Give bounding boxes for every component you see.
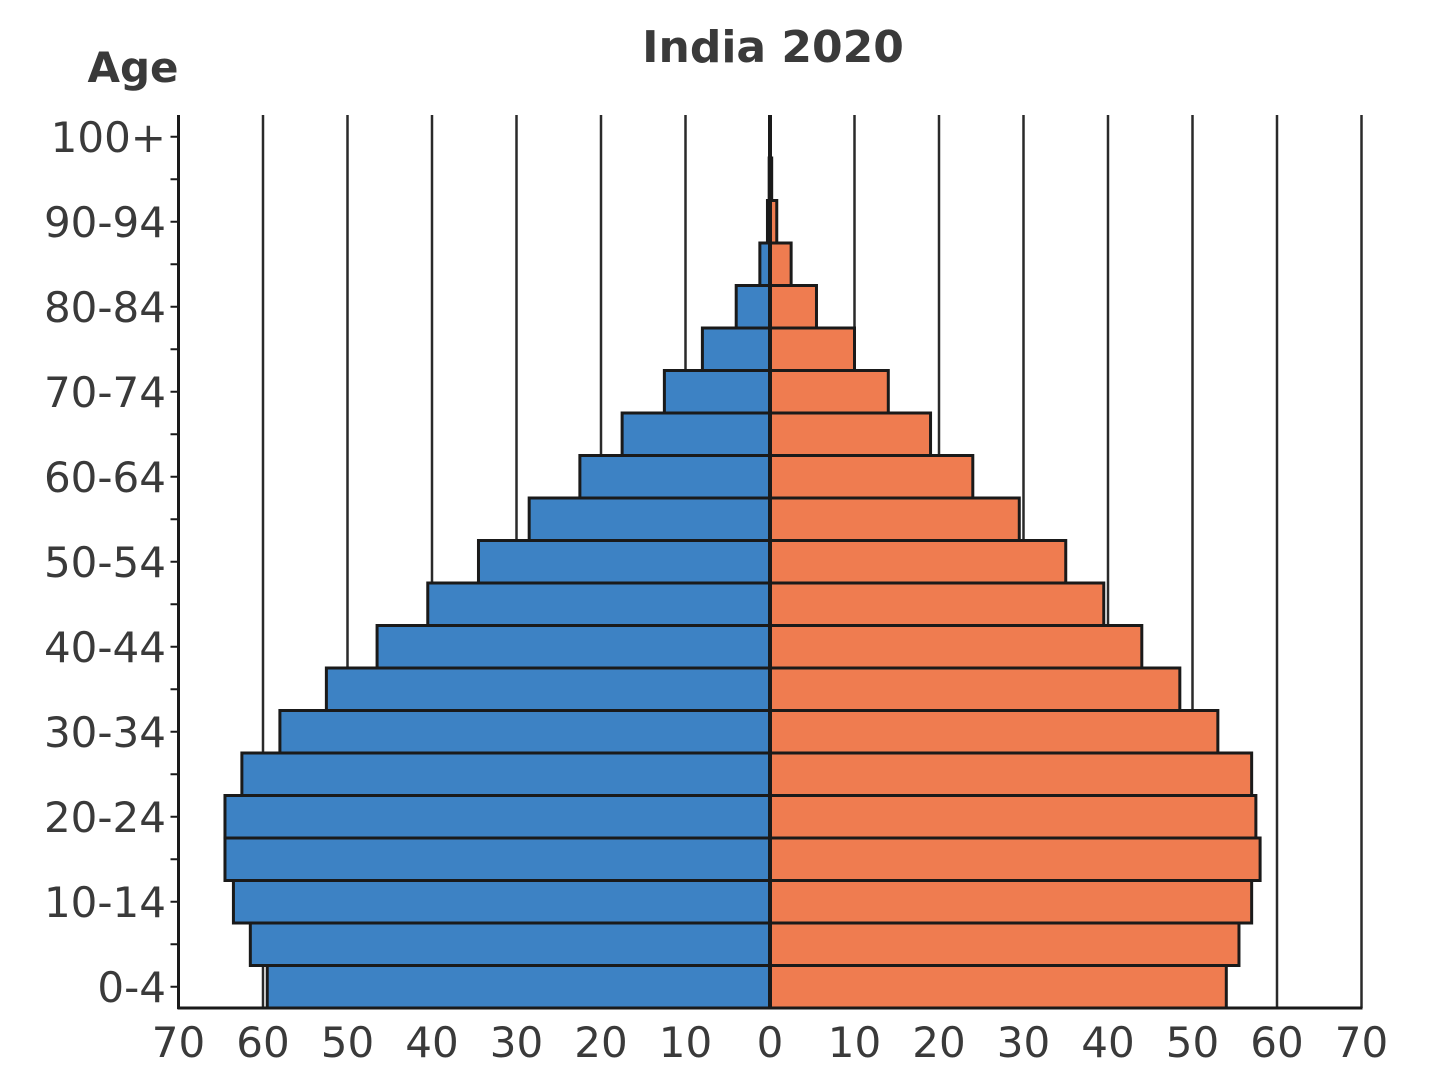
y-tick-label: 10-14	[44, 878, 166, 927]
bar-left-60-64	[578, 454, 772, 500]
x-tick-label: 20	[574, 1018, 627, 1067]
x-tick-label: 40	[405, 1018, 458, 1067]
bar-left-70-74	[662, 369, 772, 415]
y-tick-label: 90-94	[44, 198, 166, 247]
bar-right-0-4	[768, 964, 1228, 1010]
bar-right-20-24	[768, 794, 1258, 840]
bar-right-5-9	[768, 921, 1241, 967]
bar-left-55-59	[527, 496, 772, 542]
x-tick-label: 50	[321, 1018, 374, 1067]
bar-left-15-19	[223, 836, 772, 882]
x-tick-label: 50	[1166, 1018, 1219, 1067]
x-tick-label: 70	[1335, 1018, 1388, 1067]
bar-left-10-14	[231, 879, 772, 925]
x-tick-label: 60	[236, 1018, 289, 1067]
y-tick-label: 70-74	[44, 368, 166, 417]
bar-right-80-84	[768, 284, 818, 330]
y-tick-label: 0-4	[97, 963, 166, 1012]
bar-left-25-29	[240, 751, 772, 797]
bar-left-5-9	[248, 921, 772, 967]
x-tick-label: 40	[1081, 1018, 1134, 1067]
y-tick-label: 30-34	[44, 708, 166, 757]
x-tick-label: 10	[659, 1018, 712, 1067]
bar-right-75-79	[768, 326, 856, 372]
x-tick-label: 20	[912, 1018, 965, 1067]
bar-left-80-84	[734, 284, 772, 330]
x-tick-label: 10	[828, 1018, 881, 1067]
bar-right-30-34	[768, 709, 1220, 755]
bar-right-85-89	[768, 241, 793, 287]
bar-left-50-54	[476, 539, 772, 585]
bars	[223, 156, 1262, 1010]
bar-right-55-59	[768, 496, 1021, 542]
bar-left-65-69	[620, 411, 772, 457]
y-tick-label: 80-84	[44, 283, 166, 332]
bar-left-40-44	[375, 624, 772, 670]
bar-right-10-14	[768, 879, 1254, 925]
bar-right-25-29	[768, 751, 1254, 797]
x-tick-label: 30	[490, 1018, 543, 1067]
bar-left-45-49	[426, 581, 772, 627]
bar-right-70-74	[768, 369, 890, 415]
bar-left-0-4	[265, 964, 772, 1010]
y-tick-label: 40-44	[44, 623, 166, 672]
chart-title: India 2020	[642, 22, 904, 73]
bar-right-60-64	[768, 454, 975, 500]
x-tick-labels: 70 60 50 40 30 20 10 0 10 20 30 40 50 60 70	[152, 1018, 1388, 1067]
bar-right-40-44	[768, 624, 1144, 670]
y-tick-label: 20-24	[44, 793, 166, 842]
axes	[170, 115, 1363, 1010]
x-tick-label: 70	[152, 1018, 205, 1067]
bar-left-75-79	[700, 326, 772, 372]
bar-right-35-39	[768, 666, 1182, 712]
bar-left-30-34	[278, 709, 772, 755]
x-tick-label: 0	[757, 1018, 784, 1067]
bar-right-50-54	[768, 539, 1068, 585]
bar-left-35-39	[324, 666, 772, 712]
bar-right-45-49	[768, 581, 1106, 627]
x-tick-label: 30	[997, 1018, 1050, 1067]
y-axis-label: Age	[87, 43, 178, 92]
y-tick-label: 50-54	[44, 538, 166, 587]
x-tick-label: 60	[1250, 1018, 1303, 1067]
bar-right-65-69	[768, 411, 933, 457]
y-tick-label: 60-64	[44, 453, 166, 502]
bar-left-20-24	[223, 794, 772, 840]
y-tick-labels: 0-4 10-14 20-24 30-34 40-44 50-54 60-64 70-74 80…	[44, 113, 166, 1012]
bar-right-15-19	[768, 836, 1262, 882]
y-tick-label: 100+	[51, 113, 166, 162]
